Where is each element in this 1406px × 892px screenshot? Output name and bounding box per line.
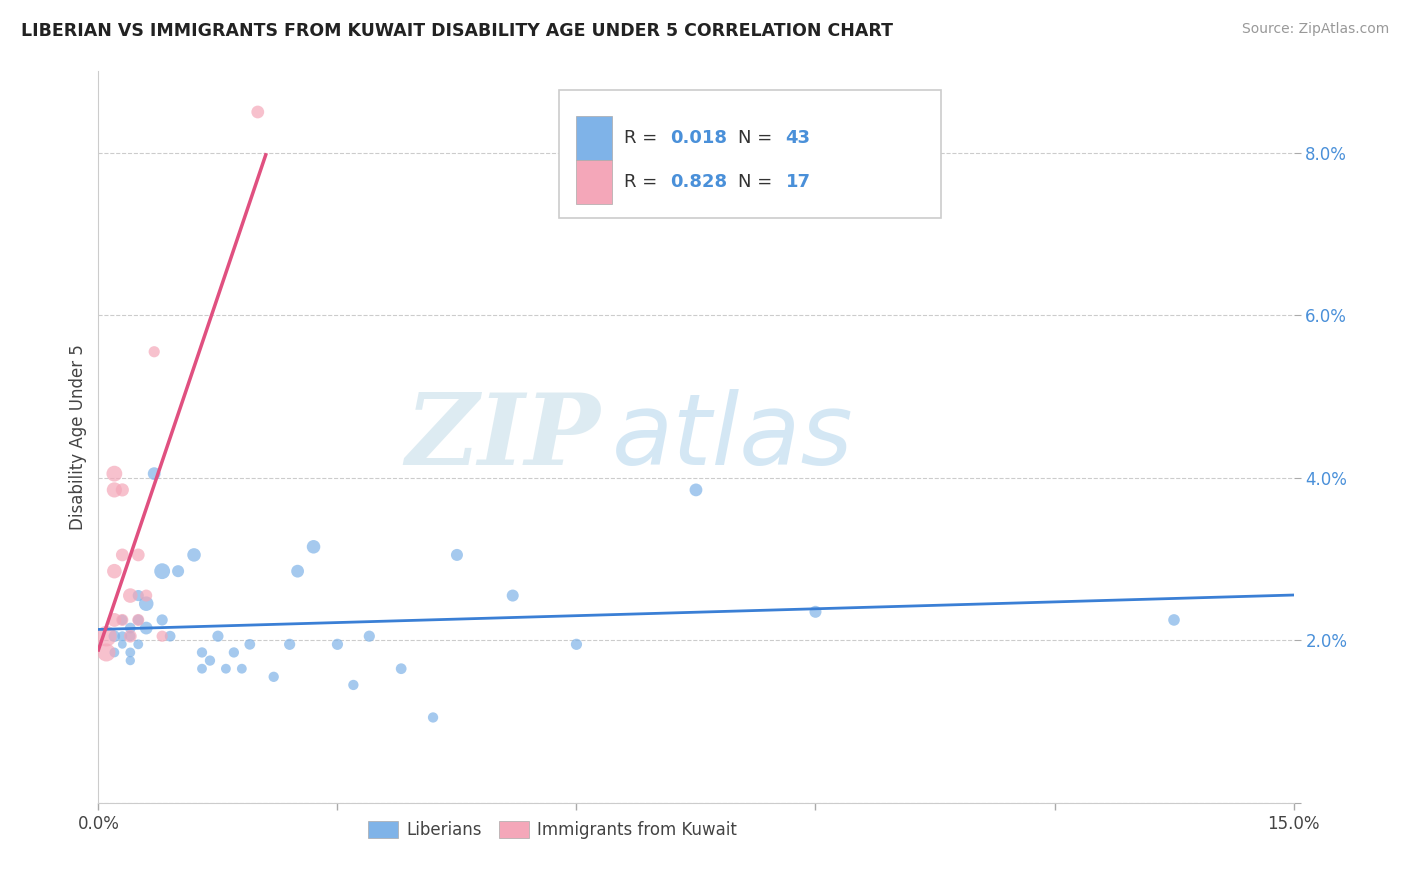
Point bbox=[127, 637, 149, 651]
Text: LIBERIAN VS IMMIGRANTS FROM KUWAIT DISABILITY AGE UNDER 5 CORRELATION CHART: LIBERIAN VS IMMIGRANTS FROM KUWAIT DISAB… bbox=[21, 22, 893, 40]
Point bbox=[120, 629, 142, 643]
Point bbox=[127, 613, 149, 627]
Point bbox=[191, 645, 214, 659]
Point bbox=[1163, 613, 1185, 627]
Point bbox=[135, 589, 157, 603]
Point bbox=[120, 654, 142, 668]
Point bbox=[342, 678, 364, 692]
Point bbox=[103, 564, 125, 578]
Point bbox=[302, 540, 325, 554]
Point bbox=[111, 637, 134, 651]
Text: 0.018: 0.018 bbox=[669, 129, 727, 147]
Point bbox=[103, 629, 125, 643]
Text: ZIP: ZIP bbox=[405, 389, 600, 485]
Point bbox=[278, 637, 301, 651]
Point bbox=[103, 613, 125, 627]
Point bbox=[150, 564, 173, 578]
Point bbox=[111, 613, 134, 627]
Point bbox=[446, 548, 468, 562]
Point bbox=[159, 629, 181, 643]
Point bbox=[263, 670, 285, 684]
Point bbox=[135, 597, 157, 611]
Point bbox=[359, 629, 381, 643]
Point bbox=[120, 589, 142, 603]
Point bbox=[198, 654, 221, 668]
Point bbox=[222, 645, 245, 659]
Point bbox=[103, 645, 125, 659]
Point bbox=[215, 662, 238, 676]
Text: N =: N = bbox=[738, 129, 778, 147]
Point bbox=[239, 637, 262, 651]
Point bbox=[120, 621, 142, 635]
FancyBboxPatch shape bbox=[558, 89, 941, 218]
Point bbox=[207, 629, 229, 643]
Point bbox=[167, 564, 190, 578]
Point bbox=[103, 467, 125, 481]
Point bbox=[127, 589, 149, 603]
Point bbox=[120, 645, 142, 659]
Text: R =: R = bbox=[624, 129, 664, 147]
Point bbox=[111, 629, 134, 643]
Text: R =: R = bbox=[624, 173, 664, 191]
Y-axis label: Disability Age Under 5: Disability Age Under 5 bbox=[69, 344, 87, 530]
Point bbox=[143, 344, 166, 359]
Point bbox=[96, 629, 118, 643]
Point bbox=[246, 105, 269, 120]
Text: 17: 17 bbox=[786, 173, 811, 191]
Point bbox=[565, 637, 588, 651]
Point bbox=[150, 613, 173, 627]
Point bbox=[389, 662, 412, 676]
Point bbox=[103, 483, 125, 497]
Point bbox=[804, 605, 827, 619]
Point bbox=[183, 548, 205, 562]
Point bbox=[111, 483, 134, 497]
Point bbox=[231, 662, 253, 676]
Point bbox=[143, 467, 166, 481]
Point bbox=[150, 629, 173, 643]
Text: atlas: atlas bbox=[613, 389, 853, 485]
Point bbox=[135, 621, 157, 635]
Point bbox=[685, 483, 707, 497]
Point bbox=[127, 548, 149, 562]
Point bbox=[422, 710, 444, 724]
Point bbox=[96, 645, 118, 659]
Bar bbox=[576, 160, 613, 203]
Point bbox=[326, 637, 349, 651]
Point bbox=[111, 548, 134, 562]
Point bbox=[127, 613, 149, 627]
Text: N =: N = bbox=[738, 173, 778, 191]
Text: Source: ZipAtlas.com: Source: ZipAtlas.com bbox=[1241, 22, 1389, 37]
Point bbox=[191, 662, 214, 676]
Text: 43: 43 bbox=[786, 129, 811, 147]
Point bbox=[287, 564, 309, 578]
Point bbox=[111, 613, 134, 627]
Point bbox=[120, 629, 142, 643]
Legend: Liberians, Immigrants from Kuwait: Liberians, Immigrants from Kuwait bbox=[361, 814, 744, 846]
Text: 0.828: 0.828 bbox=[669, 173, 727, 191]
Point bbox=[502, 589, 524, 603]
Bar bbox=[576, 116, 613, 161]
